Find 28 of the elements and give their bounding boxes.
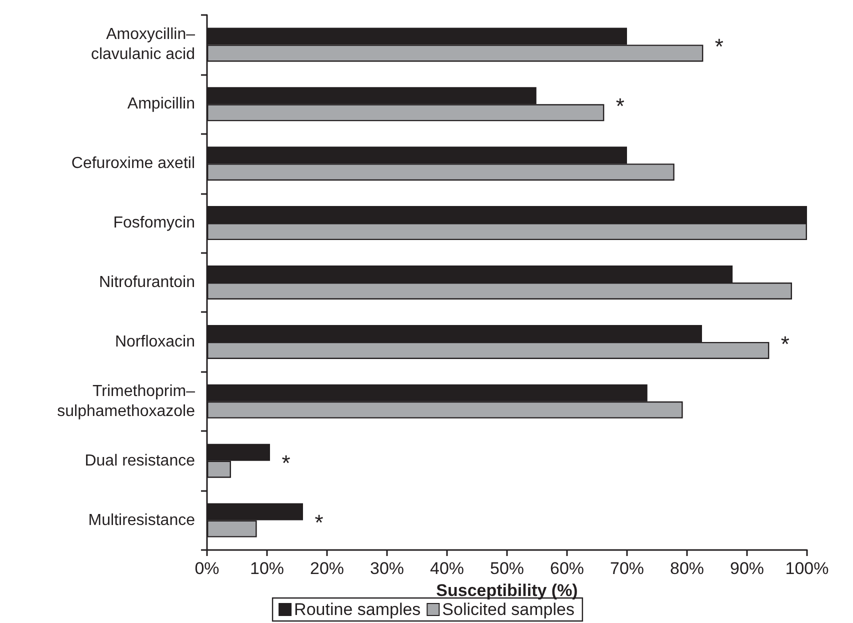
x-tick-label: 90% xyxy=(730,559,764,578)
x-tick-label: 10% xyxy=(250,559,284,578)
y-tick-label: Amoxycillin–clavulanic acid xyxy=(90,26,196,64)
x-tick-label: 30% xyxy=(370,559,404,578)
x-tick-label: 60% xyxy=(550,559,584,578)
y-tick-label: Ampicillin xyxy=(127,96,195,113)
y-tick-label: Cefuroxime axetil xyxy=(71,155,195,172)
y-tick-label: Multiresistance xyxy=(88,512,196,529)
y-tick-label: Trimethoprim–sulphamethoxazole xyxy=(57,382,196,420)
annotation: * xyxy=(616,94,625,119)
annotation: * xyxy=(314,510,324,535)
x-tick-label: 80% xyxy=(670,559,704,578)
x-axis-title: Susceptibility (%) xyxy=(436,581,578,600)
x-tick-label: 20% xyxy=(310,559,344,578)
x-tick-label: 50% xyxy=(490,559,524,578)
y-tick-label: Dual resistance xyxy=(84,452,196,470)
legend-label: Solicited samples xyxy=(442,600,574,619)
y-tick-label: Nitrofurantoin xyxy=(98,274,195,291)
x-tick-label: 40% xyxy=(430,559,464,578)
x-tick-label: 70% xyxy=(610,559,644,578)
y-tick-label: Fosfomycin xyxy=(113,214,195,232)
annotation: * xyxy=(282,450,291,476)
y-tick-label: Norfloxacin xyxy=(114,333,195,350)
annotation: * xyxy=(780,331,790,356)
x-tick-label: 100% xyxy=(785,559,829,578)
x-tick-label: 0% xyxy=(194,559,220,578)
legend-label: Routine samples xyxy=(294,600,421,619)
annotation: * xyxy=(714,34,724,60)
